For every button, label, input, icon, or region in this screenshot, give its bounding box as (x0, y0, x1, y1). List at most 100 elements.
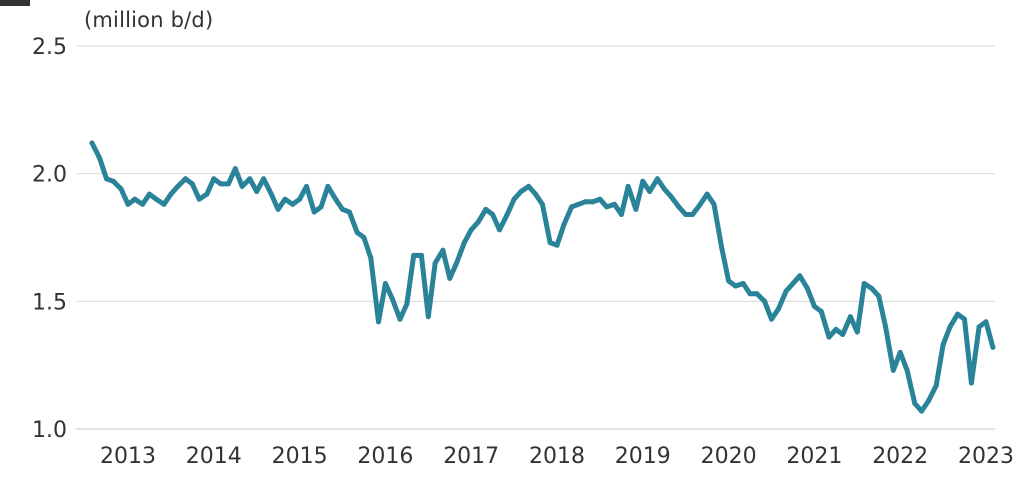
data-point (876, 293, 882, 299)
x-tick-label: 2020 (701, 444, 757, 469)
y-tick-label: 1.0 (32, 418, 67, 443)
data-point (547, 240, 553, 246)
data-point (740, 281, 746, 286)
x-tick-label: 2019 (615, 444, 671, 469)
data-point (146, 191, 152, 197)
data-point (654, 176, 660, 182)
data-point (268, 191, 274, 197)
data-point (318, 204, 324, 210)
data-point (762, 298, 768, 304)
data-point (854, 329, 860, 335)
data-point (661, 186, 667, 192)
header-bar-fragment (0, 0, 30, 6)
data-point (161, 201, 167, 207)
data-point (225, 181, 231, 187)
data-point (425, 314, 431, 320)
data-point (697, 201, 703, 207)
data-point (333, 196, 339, 202)
data-point (962, 316, 967, 322)
data-point (983, 319, 989, 325)
data-point (311, 209, 317, 215)
data-point (833, 326, 839, 332)
data-point (968, 380, 974, 386)
data-point (483, 206, 489, 212)
data-point (504, 212, 510, 217)
data-point (976, 324, 982, 330)
data-point (153, 196, 159, 202)
data-point (539, 201, 545, 207)
data-point (382, 281, 388, 286)
x-tick-label: 2013 (100, 444, 156, 469)
data-point (569, 204, 575, 210)
data-point (754, 291, 760, 297)
data-point (168, 191, 174, 197)
data-point (211, 176, 217, 182)
data-point (497, 227, 502, 233)
series-layer (89, 140, 996, 414)
data-point (797, 273, 803, 279)
data-point (411, 252, 417, 258)
data-point (183, 176, 188, 182)
data-point (625, 183, 631, 189)
data-point (368, 255, 374, 261)
data-point (196, 196, 202, 202)
data-point (933, 383, 939, 389)
data-point (633, 206, 639, 212)
data-point (490, 212, 496, 217)
gridlines (76, 45, 995, 430)
data-point (468, 227, 474, 233)
data-point (397, 316, 403, 322)
data-point (454, 260, 460, 266)
data-point (919, 408, 925, 414)
data-point (239, 183, 245, 189)
data-point (612, 201, 617, 207)
data-point (125, 201, 131, 207)
data-point (432, 260, 438, 266)
data-point (526, 183, 532, 189)
data-point (790, 281, 796, 286)
data-point (304, 183, 309, 189)
data-point (890, 367, 896, 373)
x-tick-label: 2021 (786, 444, 842, 469)
data-point (346, 209, 352, 215)
data-point (261, 176, 267, 182)
data-point (418, 252, 424, 258)
data-point (597, 196, 603, 202)
data-point (955, 311, 961, 317)
data-point (711, 201, 717, 207)
data-point (340, 206, 345, 212)
data-point (561, 222, 567, 228)
data-point (990, 344, 996, 350)
data-point (461, 240, 467, 246)
data-point (582, 199, 588, 205)
data-point (912, 401, 918, 406)
data-point (805, 286, 810, 292)
data-point (247, 176, 253, 182)
x-axis-ticks: 2013 2014 2015 2016 2017 2018 2019 2020 2021 2022… (100, 444, 1014, 469)
data-point (533, 191, 538, 197)
data-point (733, 283, 738, 289)
y-tick-label: 2.0 (32, 163, 67, 188)
data-point (518, 189, 524, 194)
data-point (683, 212, 689, 217)
x-tick-label: 2017 (443, 444, 499, 469)
data-point (769, 316, 774, 322)
data-point (89, 140, 95, 146)
data-point (704, 191, 710, 197)
data-point (904, 367, 910, 373)
data-point (475, 219, 481, 225)
data-point (361, 235, 367, 240)
data-point (110, 178, 116, 184)
data-point (783, 288, 789, 294)
data-point (883, 324, 889, 330)
data-point (440, 247, 446, 253)
data-point (554, 242, 560, 248)
data-point (254, 189, 260, 194)
data-point (676, 204, 682, 210)
data-point (726, 278, 732, 284)
data-point (826, 334, 832, 340)
data-point (811, 303, 817, 309)
data-point (376, 319, 381, 325)
data-point (118, 186, 124, 192)
